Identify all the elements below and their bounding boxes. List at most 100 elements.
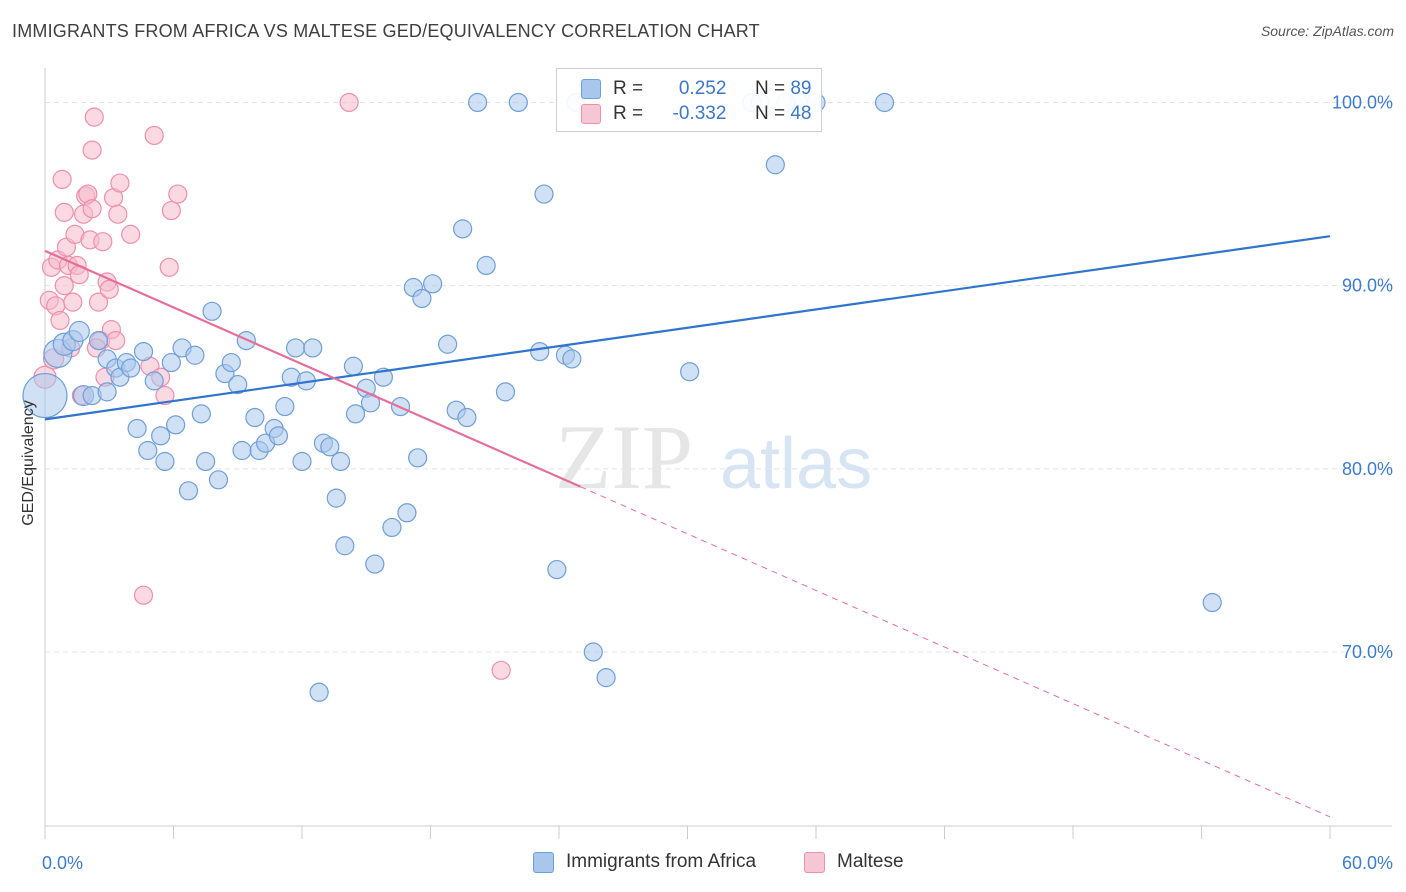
africa-point (320, 437, 340, 457)
africa-point (765, 155, 785, 175)
maltese-point (50, 310, 70, 331)
africa-point (144, 371, 164, 391)
africa-point (275, 396, 295, 417)
x-tick-label-max: 60.0% (1342, 853, 1393, 873)
africa-point (22, 372, 68, 419)
grid-lines (45, 101, 1392, 653)
africa-point (232, 440, 252, 461)
africa-point (530, 341, 550, 362)
africa-point (245, 407, 265, 428)
africa-point (468, 92, 488, 113)
legend-item-maltese[interactable]: Maltese (804, 851, 904, 873)
legend-item-africa[interactable]: Immigrants from Africa (533, 851, 756, 873)
africa-point (583, 642, 603, 662)
africa-point (196, 451, 216, 472)
maltese-point (106, 330, 126, 351)
africa-point (397, 503, 417, 523)
maltese-point (54, 202, 74, 222)
africa-point (345, 404, 366, 424)
legend-n-value-2: 48 (790, 103, 812, 124)
legend-swatch-maltese (804, 851, 825, 873)
series-legend: Immigrants from Africa Maltese (0, 851, 1406, 879)
maltese-point (52, 169, 72, 190)
x-tick-label-min: 0.0% (42, 853, 83, 873)
maltese-trend-line (44, 249, 581, 488)
africa-point (365, 554, 385, 574)
maltese-points (33, 92, 511, 680)
maltese-point (491, 660, 511, 680)
africa-point (155, 451, 175, 472)
africa-point (88, 330, 109, 351)
maltese-point (88, 292, 109, 312)
africa-point (562, 349, 582, 369)
watermark-zip: ZIP (555, 406, 693, 508)
maltese-point (161, 200, 181, 221)
africa-point (453, 219, 473, 239)
africa-point (423, 274, 443, 294)
africa-point (121, 358, 141, 378)
africa-point (127, 418, 147, 439)
maltese-point (84, 107, 104, 127)
legend-r-label-2: R = (613, 103, 644, 124)
africa-point (343, 356, 363, 376)
africa-point (133, 341, 154, 362)
africa-point (228, 374, 248, 395)
africa-point (680, 362, 700, 382)
maltese-point (168, 184, 188, 204)
africa-point (178, 481, 199, 501)
africa-point (476, 255, 496, 276)
africa-point (292, 451, 312, 472)
africa-point (330, 451, 351, 472)
source-label: Source: ZipAtlas.com (1260, 23, 1394, 39)
y-tick-label-70: 70.0% (1342, 642, 1393, 662)
maltese-point (155, 385, 175, 406)
africa-point (161, 352, 181, 373)
maltese-point (82, 199, 102, 219)
legend-n-label-1: N = (754, 78, 786, 99)
y-tick-label-100: 100.0% (1332, 92, 1393, 112)
maltese-point (63, 292, 83, 312)
africa-point (303, 338, 323, 358)
maltese-trend-extension (580, 486, 1331, 818)
maltese-point (133, 585, 154, 605)
africa-point (285, 338, 306, 358)
africa-point (408, 448, 428, 468)
legend-n-label-2: N = (754, 103, 786, 124)
y-axis-label: GED/Equivalency (20, 400, 37, 525)
maltese-point (82, 140, 102, 160)
africa-point (309, 682, 329, 702)
legend-n-value-1: 89 (790, 78, 812, 99)
africa-point (412, 288, 432, 309)
africa-point (166, 415, 186, 435)
maltese-point (121, 224, 141, 244)
africa-point (268, 426, 289, 446)
africa-point (185, 345, 205, 365)
maltese-point (159, 257, 179, 277)
maltese-point (93, 232, 113, 252)
africa-point (547, 559, 567, 580)
africa-point (534, 184, 554, 204)
stats-legend: R = 0.252 N = 89 R = -0.332 N = 48 (556, 68, 822, 132)
maltese-point (108, 204, 128, 224)
africa-point (596, 668, 616, 688)
chart-title: IMMIGRANTS FROM AFRICA VS MALTESE GED/EQ… (12, 21, 760, 41)
maltese-point (110, 173, 130, 193)
africa-point (202, 301, 222, 321)
africa-point (1202, 592, 1222, 613)
axes (44, 68, 1392, 839)
africa-point (138, 440, 158, 461)
legend-swatch-africa (533, 851, 554, 873)
watermark-atlas: atlas (720, 424, 872, 504)
africa-point (97, 382, 117, 402)
legend-swatch-blue (581, 79, 601, 99)
africa-point (457, 407, 477, 428)
legend-r-label-1: R = (613, 78, 644, 99)
africa-point (508, 92, 528, 113)
africa-point (151, 426, 171, 446)
legend-r-value-2: -0.332 (672, 103, 727, 124)
legend-swatch-pink (581, 104, 601, 124)
legend-label-maltese: Maltese (837, 851, 904, 872)
legend-label-africa: Immigrants from Africa (566, 851, 757, 872)
africa-point (874, 92, 895, 113)
